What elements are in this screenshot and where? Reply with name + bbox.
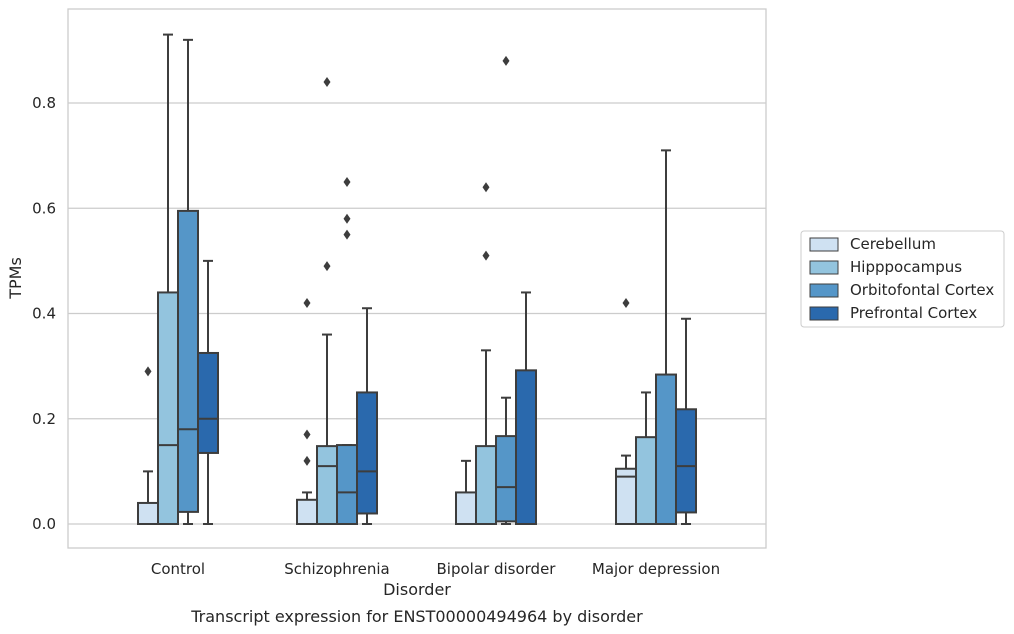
box-body [455,491,477,525]
box-body [197,351,219,454]
outlier-point [502,55,510,66]
outlier-point [343,176,351,187]
legend-swatch [809,260,839,275]
box-prefrontal-cortex [675,317,697,525]
legend-swatch [809,306,839,321]
box-plot-marks [137,33,697,526]
legend-item: Hipppocampus [809,258,962,276]
outlier-point [323,76,331,87]
outlier-point [303,455,311,466]
y-tick-label: 0.4 [32,305,56,323]
outlier-point [323,261,331,272]
plot-area-frame [67,8,767,549]
legend-label: Hipppocampus [850,258,962,276]
x-tick-label: Schizophrenia [284,560,389,578]
box-body [316,445,338,525]
y-tick-label: 0.2 [32,410,56,428]
outlier-point [622,297,630,308]
box-body [157,291,179,526]
box-hipppocampus [157,33,179,526]
box-body [655,373,677,526]
box-body [356,391,378,515]
box-body [336,444,358,525]
outlier-point [482,250,490,261]
legend-label: Prefrontal Cortex [850,304,977,322]
box-orbitofontal-cortex [336,176,358,525]
box-prefrontal-cortex [515,291,537,525]
legend-item: Prefrontal Cortex [809,304,977,322]
box-prefrontal-cortex [197,259,219,525]
box-body [137,501,159,526]
box-body [177,209,199,513]
x-tick-label: Bipolar disorder [437,560,557,578]
legend-label: Cerebellum [850,235,936,253]
outlier-point [343,229,351,240]
outlier-point [303,297,311,308]
box-body [675,408,697,514]
legend-swatch [809,283,839,298]
legend-frame [800,230,1005,328]
outlier-point [303,429,311,440]
legend-item: Cerebellum [809,235,936,253]
box-body [296,498,318,526]
x-axis-title: Disorder [383,580,451,599]
box-orbitofontal-cortex [655,149,677,526]
box-prefrontal-cortex [356,307,378,525]
box-hipppocampus [635,391,657,526]
box-orbitofontal-cortex [495,55,517,525]
legend-swatch [809,237,839,252]
x-tick-label: Major depression [592,560,720,578]
legend: Cerebellum Hipppocampus Orbitofontal Corte… [800,230,1005,328]
outlier-point [343,213,351,224]
y-axis-title: TPMs [6,257,25,300]
outlier-point [482,182,490,193]
legend-item: Orbitofontal Cortex [809,281,994,299]
y-tick-label: 0.8 [32,94,56,112]
box-body [495,435,517,523]
box-cerebellum [455,459,477,525]
box-hipppocampus [316,76,338,525]
box-cerebellum [296,297,318,526]
x-axis-ticks: Control Schizophrenia Bipolar disorder Majo… [151,560,720,578]
box-body [515,369,537,525]
legend-label: Orbitofontal Cortex [850,281,994,299]
box-body [475,445,497,525]
box-orbitofontal-cortex [177,38,199,525]
y-tick-label: 0.0 [32,515,56,533]
box-body [635,436,657,526]
box-cerebellum [137,366,159,526]
chart-caption: Transcript expression for ENST0000049496… [190,607,643,626]
y-tick-label: 0.6 [32,199,56,217]
box-hipppocampus [475,182,497,525]
y-axis-ticks: 0.0 0.2 0.4 0.6 0.8 [32,94,56,533]
outlier-point [144,366,152,377]
x-tick-label: Control [151,560,205,578]
box-cerebellum [615,297,637,525]
